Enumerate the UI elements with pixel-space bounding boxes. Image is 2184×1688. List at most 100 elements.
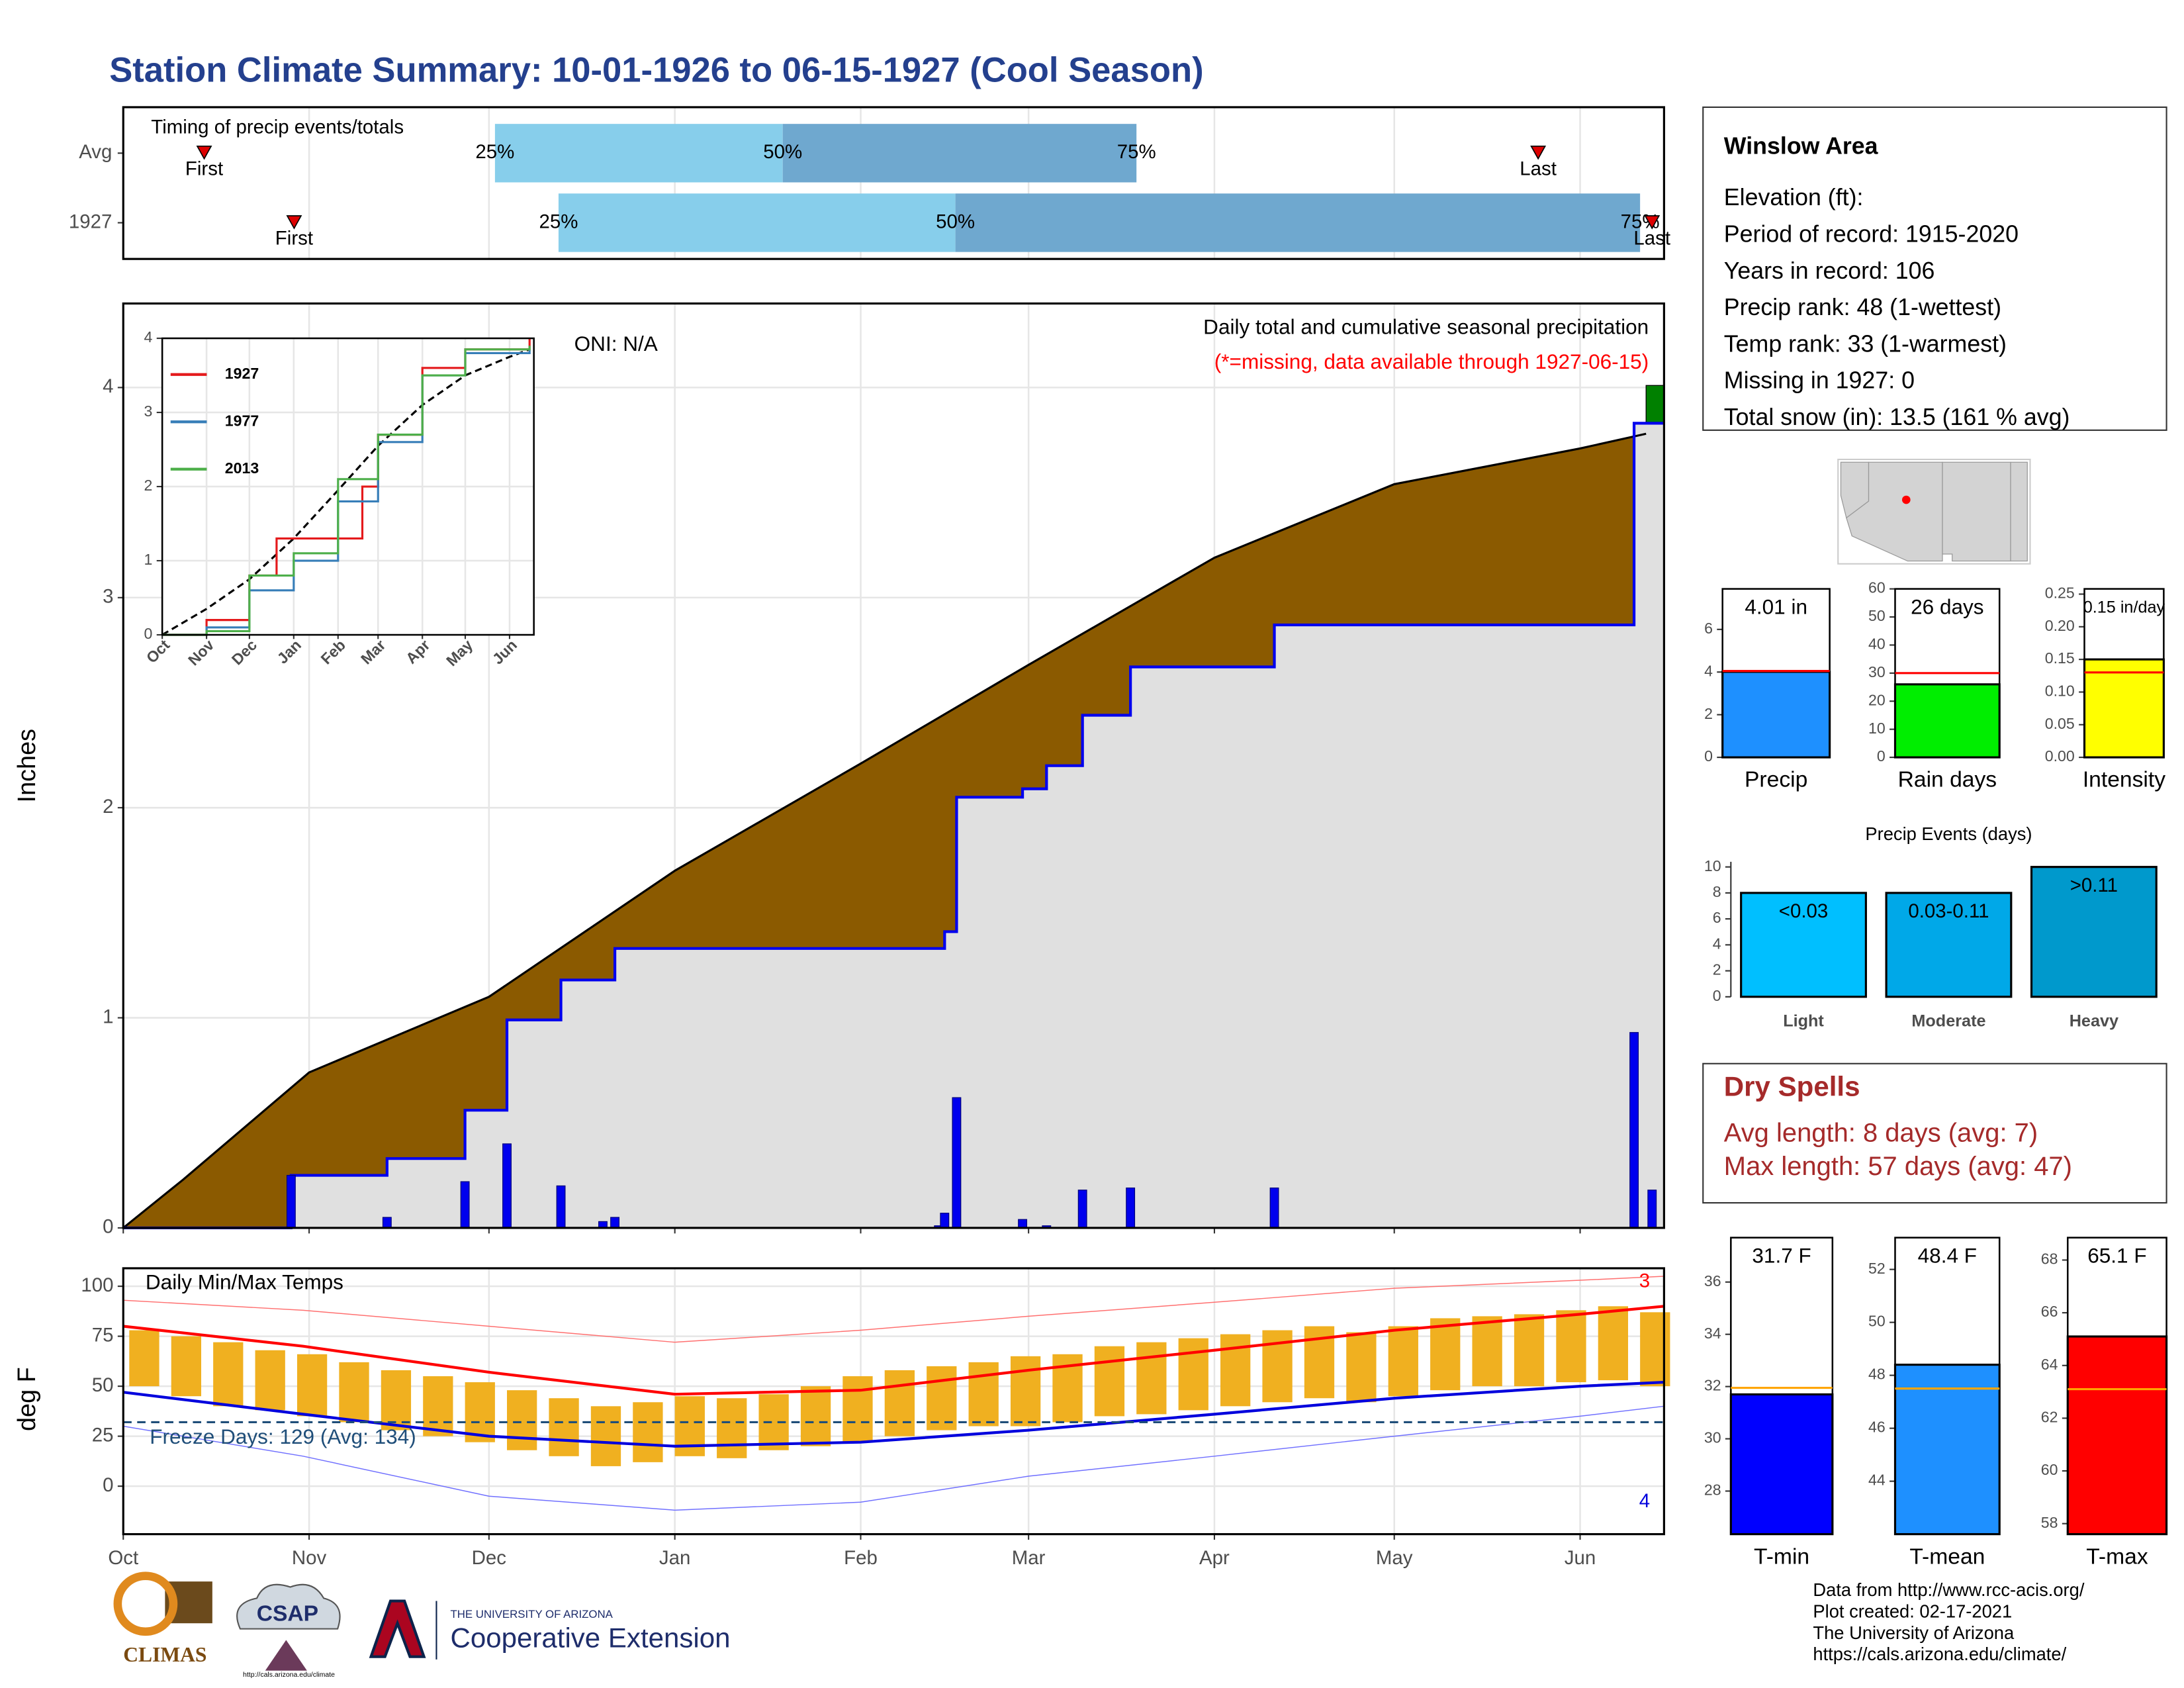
info-line: Total snow (in): 13.5 (161 % avg) bbox=[1724, 404, 2070, 430]
y-tick-label: 100 bbox=[81, 1274, 113, 1296]
daily-bar bbox=[1126, 1187, 1136, 1229]
gauge-x-label: T-min bbox=[1754, 1544, 1809, 1569]
y-tick-label: 60 bbox=[1868, 579, 1886, 596]
map-state bbox=[1942, 461, 2011, 562]
y-tick-label: 30 bbox=[1704, 1429, 1721, 1446]
y-tick-label: 8 bbox=[1713, 883, 1721, 900]
daily-bar bbox=[382, 1217, 392, 1229]
y-tick-label: 50 bbox=[1868, 607, 1886, 624]
temp-range-bar bbox=[633, 1402, 663, 1462]
quartile-label: 25% bbox=[539, 211, 578, 232]
panel-title: Daily Min/Max Temps bbox=[146, 1270, 343, 1293]
y-tick-label: 4 bbox=[103, 375, 113, 397]
y-tick-label: 10 bbox=[1868, 720, 1886, 737]
y-tick-label: 0.05 bbox=[2045, 715, 2075, 732]
temp-range-bar bbox=[884, 1370, 915, 1436]
y-tick-label: 4 bbox=[144, 328, 153, 346]
page-title: Station Climate Summary: 10-01-1926 to 0… bbox=[109, 50, 1203, 89]
y-tick-label: 20 bbox=[1868, 691, 1886, 708]
oni-label: ONI: N/A bbox=[574, 332, 658, 355]
temp-range-bar bbox=[1136, 1342, 1167, 1415]
season-total bbox=[1645, 385, 1665, 424]
y-tick-label: 52 bbox=[1868, 1260, 1886, 1277]
y-tick-label: 50 bbox=[92, 1374, 114, 1396]
temp-range-bar bbox=[927, 1366, 957, 1430]
temp-range-bar bbox=[1472, 1316, 1502, 1387]
map-state bbox=[2010, 461, 2028, 562]
y-tick-label: 10 bbox=[1704, 857, 1721, 874]
y-tick-label: 36 bbox=[1704, 1272, 1721, 1289]
gauge-value-label: 65.1 F bbox=[2087, 1243, 2146, 1267]
x-tick-label: Jun bbox=[1565, 1547, 1596, 1569]
temp-line bbox=[123, 1276, 1664, 1343]
y-tick-label: 0.15 bbox=[2045, 649, 2075, 667]
temp-range-bar bbox=[1514, 1314, 1545, 1387]
info-line: Temp rank: 33 (1-warmest) bbox=[1724, 330, 2007, 357]
event-marker bbox=[1530, 145, 1547, 160]
average-line bbox=[161, 348, 530, 636]
quartile-bar bbox=[558, 193, 956, 252]
event-label: First bbox=[275, 228, 313, 250]
panel-frame bbox=[122, 106, 1665, 260]
y-tick-label: 0.25 bbox=[2045, 585, 2075, 602]
temp-range-bar bbox=[968, 1362, 999, 1427]
x-tick-label: Feb bbox=[844, 1547, 878, 1569]
daily-bar bbox=[952, 1097, 962, 1229]
y-tick-label: 66 bbox=[2041, 1303, 2058, 1320]
x-tick-label: Dec bbox=[472, 1547, 506, 1569]
daily-bar bbox=[1077, 1190, 1087, 1229]
gauge-x-label: Precip bbox=[1745, 768, 1807, 792]
csap-logo-shape bbox=[265, 1640, 307, 1671]
gauge-x-label: T-max bbox=[2086, 1544, 2148, 1569]
gauge-bar bbox=[2083, 658, 2165, 759]
gauge-x-label: Intensity bbox=[2083, 768, 2165, 792]
y-tick-label: 40 bbox=[1868, 635, 1886, 653]
event-marker bbox=[1644, 215, 1661, 230]
university-text: THE UNIVERSITY OF ARIZONA bbox=[450, 1608, 613, 1620]
bin-label: 0.03-0.11 bbox=[1908, 900, 1989, 922]
y-tick-label: 1 bbox=[144, 551, 153, 568]
quartile-label: 25% bbox=[475, 141, 514, 163]
daily-bar bbox=[1629, 1032, 1639, 1229]
state-map bbox=[1837, 458, 2031, 565]
temp-range-bar bbox=[507, 1390, 537, 1450]
event-bar bbox=[1740, 892, 1867, 998]
event-label: Last bbox=[1520, 158, 1557, 179]
y-tick-label: 68 bbox=[2041, 1250, 2058, 1268]
quartile-bar bbox=[494, 124, 783, 183]
temp-range-bar bbox=[800, 1386, 831, 1446]
temp-range-bar bbox=[1346, 1332, 1377, 1403]
footer-line: Data from http://www.rcc-acis.org/ bbox=[1813, 1579, 2084, 1600]
climas-text: CLIMAS bbox=[123, 1643, 206, 1666]
y-tick-label: 48 bbox=[1868, 1366, 1886, 1383]
temp-range-bar bbox=[1220, 1334, 1251, 1407]
y-tick-label: 2 bbox=[103, 796, 113, 818]
series-line bbox=[162, 346, 531, 636]
y-axis-title: deg F bbox=[13, 1367, 41, 1431]
x-tick-label: Nov bbox=[292, 1547, 327, 1569]
csap-logo-cloud bbox=[236, 1583, 341, 1630]
temp-line bbox=[123, 1405, 1664, 1511]
y-tick-label: 0 bbox=[144, 625, 153, 642]
y-tick-label: 32 bbox=[1704, 1377, 1721, 1394]
daily-bar bbox=[556, 1185, 566, 1229]
timing-title: Timing of precip events/totals bbox=[151, 116, 404, 138]
y-axis-title: Inches bbox=[13, 729, 41, 803]
missing-note: (*=missing, data available through 1927-… bbox=[1214, 350, 1649, 373]
y-tick-label: 62 bbox=[2041, 1409, 2058, 1426]
y-tick-label: 0 bbox=[1704, 747, 1713, 765]
quartile-label: 50% bbox=[763, 141, 802, 163]
info-line: Precip rank: 48 (1-wettest) bbox=[1724, 294, 2001, 320]
temp-range-bar bbox=[1598, 1306, 1629, 1381]
gauge-x-label: T-mean bbox=[1909, 1544, 1985, 1569]
y-tick-label: 3 bbox=[144, 402, 153, 420]
footer-line: https://cals.arizona.edu/climate/ bbox=[1813, 1644, 2066, 1664]
gauge-bar bbox=[1721, 671, 1831, 759]
dry-spells-line: Avg length: 8 days (avg: 7) bbox=[1724, 1119, 2038, 1148]
temp-range-bar bbox=[465, 1382, 495, 1442]
daily-bar bbox=[940, 1213, 950, 1229]
gauge-bar bbox=[1893, 683, 2001, 759]
footer-line: Plot created: 02-17-2021 bbox=[1813, 1601, 2012, 1621]
temp-range-bar bbox=[590, 1406, 621, 1466]
